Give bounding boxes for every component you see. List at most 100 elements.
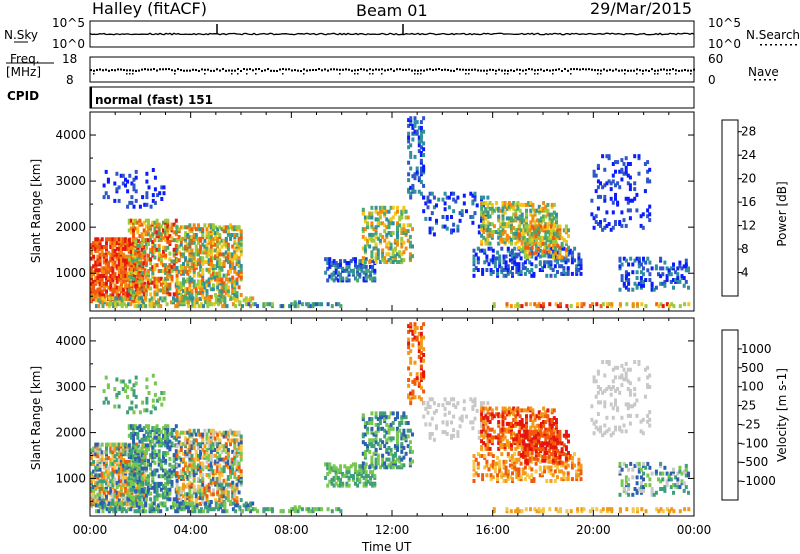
data-cell — [179, 442, 183, 447]
data-cell — [326, 483, 330, 488]
data-cell — [354, 276, 357, 281]
data-cell — [94, 452, 98, 457]
data-cell — [190, 467, 194, 472]
data-cell — [351, 462, 355, 467]
data-cell — [216, 285, 220, 290]
data-cell — [328, 257, 332, 262]
data-cell — [231, 457, 235, 462]
data-cell — [129, 480, 133, 484]
data-cell — [550, 212, 554, 217]
data-cell — [147, 458, 150, 463]
data-cell — [549, 266, 553, 271]
data-cell — [98, 291, 102, 296]
data-cell — [214, 430, 218, 435]
data-cell — [476, 268, 480, 272]
data-cell — [505, 202, 509, 207]
data-cell — [112, 507, 116, 512]
data-cell — [296, 509, 300, 514]
data-cell — [224, 496, 228, 501]
data-cell — [157, 230, 161, 235]
data-cell — [496, 250, 500, 255]
data-cell — [522, 236, 526, 241]
data-cell — [205, 254, 209, 259]
data-cell — [537, 218, 541, 223]
data-cell — [542, 201, 546, 205]
data-cell — [428, 216, 432, 221]
data-cell — [371, 470, 375, 475]
data-cell — [98, 246, 102, 251]
data-cell — [400, 442, 404, 447]
data-cell — [648, 278, 652, 282]
data-cell — [614, 169, 617, 174]
data-cell — [222, 273, 226, 278]
data-cell — [624, 165, 628, 170]
data-cell — [419, 170, 423, 175]
data-cell — [177, 258, 181, 263]
data-cell — [296, 304, 300, 309]
data-cell — [214, 436, 218, 441]
data-cell — [142, 426, 146, 431]
data-cell — [495, 206, 499, 211]
data-cell — [138, 466, 142, 471]
data-cell — [383, 238, 387, 243]
data-cell — [596, 206, 600, 211]
data-cell — [596, 194, 600, 199]
data-cell — [533, 220, 537, 225]
data-cell — [142, 249, 146, 254]
data-cell — [159, 276, 163, 281]
data-cell — [111, 461, 115, 466]
data-cell — [211, 287, 215, 292]
data-cell — [503, 201, 507, 205]
data-cell — [229, 260, 232, 265]
data-cell — [419, 139, 423, 144]
data-cell — [201, 486, 205, 491]
data-cell — [127, 507, 131, 512]
data-cell — [204, 296, 208, 301]
data-cell — [184, 256, 188, 261]
data-cell — [120, 304, 124, 309]
data-cell — [507, 201, 511, 205]
data-cell — [402, 227, 406, 232]
data-cell — [211, 223, 215, 228]
data-cell — [419, 339, 423, 344]
data-cell — [176, 298, 180, 303]
data-cell — [469, 191, 473, 196]
data-cell — [231, 275, 235, 280]
data-cell — [104, 169, 108, 174]
data-cell — [142, 437, 146, 442]
data-cell — [194, 233, 198, 237]
data-cell — [235, 233, 239, 237]
data-cell — [541, 266, 544, 271]
data-cell — [354, 263, 357, 267]
data-cell — [188, 223, 192, 228]
data-cell — [115, 279, 119, 284]
data-cell — [209, 478, 213, 483]
data-cell — [115, 264, 119, 269]
data-cell — [381, 248, 385, 253]
data-cell — [175, 434, 179, 439]
data-cell — [496, 268, 500, 272]
data-cell — [194, 438, 198, 443]
data-cell — [372, 227, 376, 232]
data-cell — [646, 208, 650, 213]
data-cell — [235, 448, 239, 452]
data-cell — [551, 250, 555, 255]
data-cell — [328, 261, 332, 265]
data-cell — [234, 503, 238, 508]
data-cell — [113, 477, 117, 482]
data-cell — [129, 267, 133, 272]
data-cell — [127, 476, 131, 481]
data-cell — [590, 212, 594, 217]
data-cell — [174, 243, 178, 248]
data-cell — [94, 260, 98, 265]
data-cell — [112, 501, 116, 506]
data-cell — [552, 239, 556, 244]
data-cell — [641, 212, 645, 217]
data-cell — [505, 216, 509, 221]
data-cell — [132, 464, 135, 469]
data-cell — [176, 503, 180, 508]
data-cell — [226, 269, 230, 274]
data-cell — [526, 245, 530, 250]
data-cell — [239, 457, 243, 462]
data-cell — [166, 240, 170, 244]
